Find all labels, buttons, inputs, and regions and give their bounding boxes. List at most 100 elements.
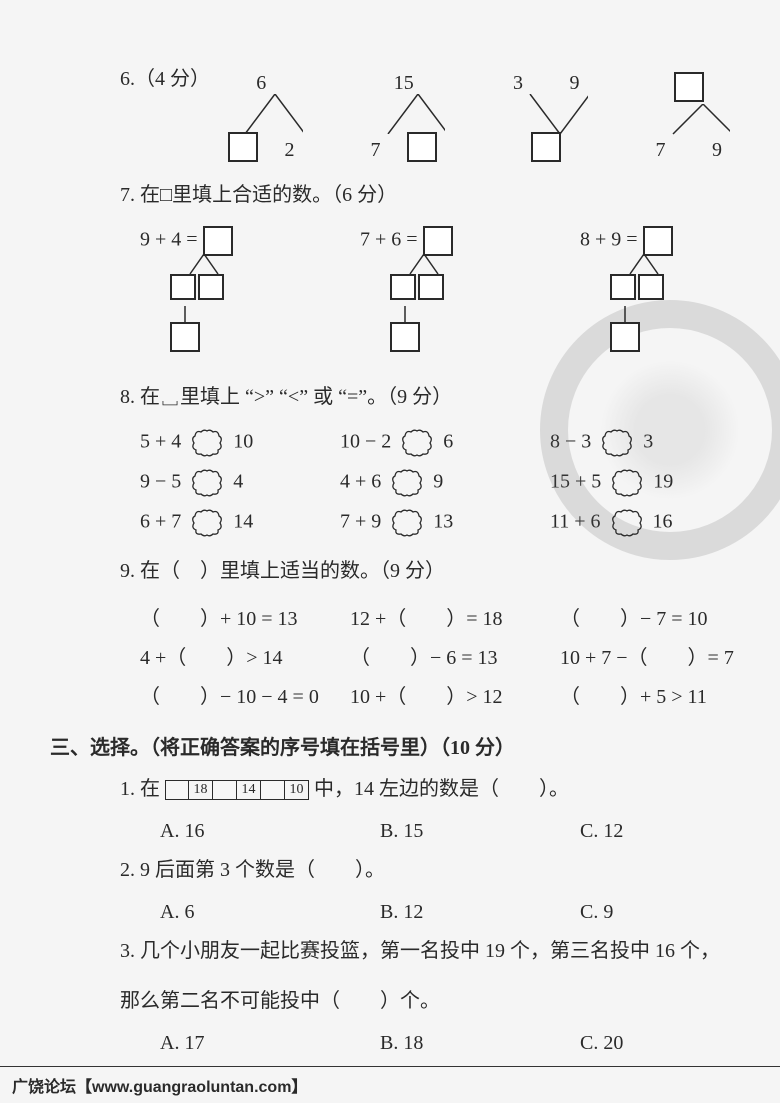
choice-a[interactable]: A. 17 [160, 1032, 380, 1055]
footer-source: 广饶论坛【www.guangraoluntan.com】 [0, 1066, 780, 1103]
pair [610, 274, 664, 300]
choice-c-val: 20 [603, 1032, 623, 1054]
compare-cell: 5 + 4 10 [140, 428, 340, 458]
cloud-blank[interactable] [610, 508, 644, 538]
result [390, 322, 420, 352]
cloud-blank[interactable] [390, 508, 424, 538]
cloud-blank[interactable] [190, 508, 224, 538]
bond-bottom [505, 132, 588, 162]
bond-2: 15 7 [363, 72, 446, 162]
q7-label: 7. 在□里填上合适的数。（6 分） [50, 176, 730, 214]
s3q1-boxes: 181410 [165, 778, 309, 800]
choice-b[interactable]: B. 12 [380, 901, 580, 924]
cloud-blank[interactable] [400, 428, 434, 458]
blank-box[interactable] [531, 132, 561, 162]
blank-box[interactable] [228, 132, 258, 162]
eq-text: 9 + 4 = [140, 229, 198, 251]
compare-cell: 9 − 5 4 [140, 468, 340, 498]
blank-box[interactable] [418, 274, 444, 300]
bond-top: 6 [220, 72, 303, 95]
choice-b[interactable]: B. 18 [380, 1032, 580, 1055]
number-line-box [213, 780, 237, 800]
compare-cell: 11 + 6 16 [550, 508, 760, 538]
bond-lines [220, 94, 303, 134]
fill-cell: 12 +（ ）= 18 [350, 602, 560, 631]
decomp-2: 7 + 6 = [360, 226, 510, 356]
cloud-blank[interactable] [390, 468, 424, 498]
eq: 9 + 4 = [140, 226, 290, 256]
blank-box[interactable] [390, 322, 420, 352]
bond-left: 7 [656, 139, 666, 162]
blank-box[interactable] [390, 274, 416, 300]
blank-box[interactable] [638, 274, 664, 300]
fill-cell: （ ）− 10 − 4 = 0 [140, 680, 350, 709]
bond-right [407, 132, 437, 162]
choice-c[interactable]: C. 20 [580, 1032, 780, 1055]
bond-1: 6 2 [220, 72, 303, 162]
compare-cell: 10 − 2 6 [340, 428, 550, 458]
q8-grid: 5 + 4 1010 − 2 68 − 3 39 − 5 44 + 6 915 … [50, 428, 730, 538]
choice-a-val: 16 [184, 820, 204, 842]
cloud-blank[interactable] [190, 428, 224, 458]
eq-text: 7 + 6 = [360, 229, 418, 251]
bond-left: 7 [371, 139, 381, 162]
cloud-blank[interactable] [600, 428, 634, 458]
blank-box[interactable] [674, 72, 704, 102]
blank-box[interactable] [610, 322, 640, 352]
pair [390, 274, 444, 300]
fill-cell: （ ）+ 10 = 13 [140, 602, 350, 631]
fill-cell: 4 +（ ）> 14 [140, 641, 350, 670]
choice-b[interactable]: B. 15 [380, 820, 580, 843]
choice-c[interactable]: C. 12 [580, 820, 780, 843]
result [610, 322, 640, 352]
q9-label: 9. 在（ ）里填上适当的数。（9 分） [50, 552, 730, 590]
choice-c[interactable]: C. 9 [580, 901, 780, 924]
s3q1-choices: A. 16 B. 15 C. 12 [50, 820, 730, 843]
split-lines [404, 254, 444, 276]
fill-cell: （ ）− 6 = 13 [350, 641, 560, 670]
split-lines [624, 254, 664, 276]
blank-box[interactable] [610, 274, 636, 300]
split-lines [184, 254, 224, 276]
q7-items: 9 + 4 = 7 + 6 = 8 + 9 = [50, 226, 730, 356]
choice-a-val: 17 [184, 1032, 204, 1054]
blank-box[interactable] [407, 132, 437, 162]
bond-top-right: 9 [570, 72, 580, 95]
compare-cell: 6 + 7 14 [140, 508, 340, 538]
bond-left [228, 132, 258, 162]
blank-box[interactable] [170, 322, 200, 352]
bond-top-left: 3 [513, 72, 523, 95]
s3q2-stem: 2. 9 后面第 3 个数是（ ）。 [50, 851, 730, 889]
fill-cell: 10 + 7 −（ ）= 7 [560, 641, 780, 670]
number-line-box: 10 [285, 780, 309, 800]
s3q3-stem1: 3. 几个小朋友一起比赛投篮，第一名投中 19 个，第三名投中 16 个， [50, 932, 730, 970]
blank-box[interactable] [170, 274, 196, 300]
eq: 8 + 9 = [580, 226, 730, 256]
choice-b-val: 12 [403, 901, 423, 923]
choice-a[interactable]: A. 6 [160, 901, 380, 924]
choice-a[interactable]: A. 16 [160, 820, 380, 843]
number-line-box [165, 780, 189, 800]
compare-cell: 7 + 9 13 [340, 508, 550, 538]
eq: 7 + 6 = [360, 226, 510, 256]
cloud-blank[interactable] [190, 468, 224, 498]
cloud-blank[interactable] [610, 468, 644, 498]
number-line-box: 14 [237, 780, 261, 800]
blank-box[interactable] [643, 226, 673, 256]
blank-box[interactable] [198, 274, 224, 300]
bond-lines [505, 94, 588, 134]
q9-grid: （ ）+ 10 = 1312 +（ ）= 18（ ）− 7 = 104 +（ ）… [50, 602, 730, 709]
fill-cell: （ ）− 7 = 10 [560, 602, 780, 631]
bond-top: 15 [363, 72, 446, 95]
choice-a-val: 6 [184, 901, 194, 923]
blank-box[interactable] [423, 226, 453, 256]
s3q1-a: 1. 在 [120, 778, 160, 800]
decomp-1: 9 + 4 = [140, 226, 290, 356]
bond-3: 3 9 [505, 72, 588, 162]
decomp-3: 8 + 9 = [580, 226, 730, 356]
s3q1-b: 中，14 左边的数是（ ）。 [314, 778, 569, 800]
blank-box[interactable] [203, 226, 233, 256]
pair [170, 274, 224, 300]
s3q2-choices: A. 6 B. 12 C. 9 [50, 901, 730, 924]
bond-lines [648, 104, 731, 144]
